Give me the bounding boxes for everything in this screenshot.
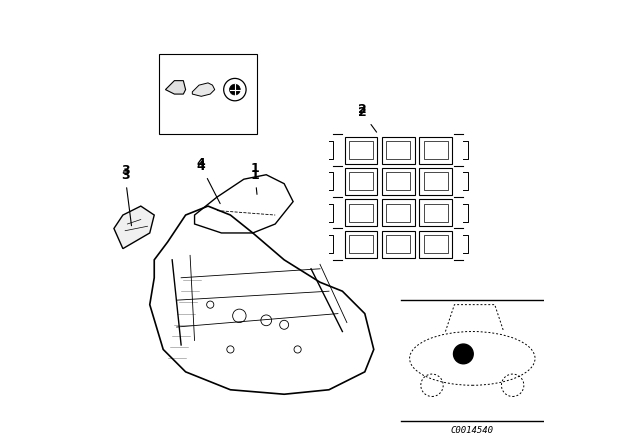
Bar (345, 231, 378, 258)
Bar (424, 141, 448, 159)
Bar (345, 199, 378, 226)
Bar (382, 137, 415, 164)
Bar (159, 54, 257, 134)
Bar (349, 235, 373, 253)
Bar (419, 199, 452, 226)
Bar (424, 172, 448, 190)
PathPatch shape (192, 83, 215, 96)
PathPatch shape (114, 206, 154, 249)
Bar (345, 168, 378, 195)
Circle shape (454, 344, 473, 364)
Bar (349, 141, 373, 159)
Bar (382, 199, 415, 226)
Bar (382, 168, 415, 195)
Bar (387, 204, 410, 222)
Bar (349, 172, 373, 190)
Bar (387, 172, 410, 190)
Text: 1: 1 (251, 161, 259, 175)
Bar (419, 137, 452, 164)
Text: C0014540: C0014540 (451, 426, 494, 435)
Bar (424, 235, 448, 253)
Text: 3: 3 (121, 164, 129, 177)
Bar (382, 231, 415, 258)
Text: 4: 4 (197, 157, 205, 170)
Bar (419, 168, 452, 195)
Text: 2: 2 (358, 107, 376, 132)
Bar (387, 235, 410, 253)
Bar (419, 231, 452, 258)
Bar (345, 137, 378, 164)
Text: 4: 4 (197, 160, 220, 203)
Bar (349, 204, 373, 222)
PathPatch shape (165, 81, 186, 94)
Text: 3: 3 (121, 169, 131, 226)
Text: 2: 2 (358, 103, 367, 116)
Bar (387, 141, 410, 159)
Bar (424, 204, 448, 222)
Circle shape (230, 84, 240, 95)
Text: 1: 1 (251, 169, 259, 194)
